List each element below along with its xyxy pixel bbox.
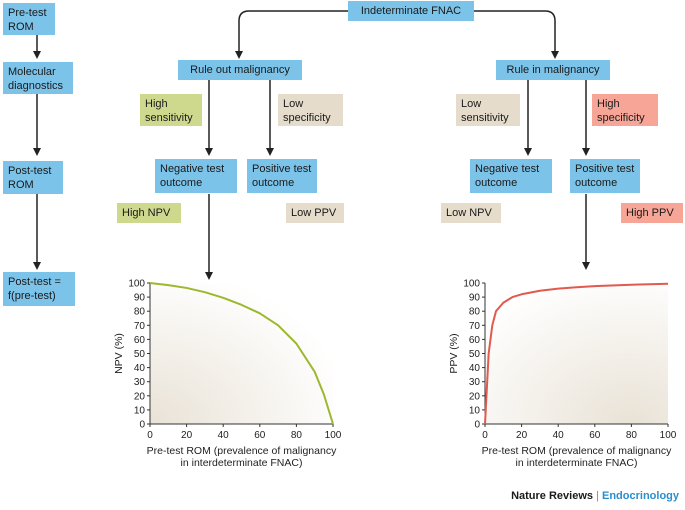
x-tick-label: 20 bbox=[181, 430, 193, 441]
high-npv-tag: High NPV bbox=[117, 203, 181, 223]
y-tick-label: 0 bbox=[474, 420, 480, 431]
y-tick-label: 100 bbox=[128, 279, 145, 290]
y-tick-label: 50 bbox=[469, 349, 481, 360]
x-tick-label: 40 bbox=[553, 430, 565, 441]
x-axis-label: Pre-test ROM (prevalence of malignancy in… bbox=[147, 445, 337, 469]
y-tick-label: 20 bbox=[134, 391, 146, 402]
brand-separator: | bbox=[596, 490, 599, 502]
y-tick-label: 100 bbox=[463, 279, 480, 290]
series-line bbox=[149, 282, 334, 425]
formula-box: Post-test = f(pre-test) bbox=[3, 272, 75, 306]
x-tick-label: 0 bbox=[482, 430, 488, 441]
posttest-rom-box: Post-test ROM bbox=[3, 161, 63, 194]
plot-area bbox=[485, 283, 668, 424]
indeterminate-fnac-box: Indeterminate FNAC bbox=[348, 1, 474, 21]
negative-outcome-box: Negative test outcome bbox=[155, 159, 237, 193]
y-tick-label: 10 bbox=[469, 405, 481, 416]
journal-name: Endocrinology bbox=[602, 490, 679, 502]
y-tick-label: 90 bbox=[134, 293, 146, 304]
y-tick-label: 0 bbox=[139, 420, 145, 431]
x-tick-label: 0 bbox=[147, 430, 153, 441]
y-tick-label: 40 bbox=[469, 363, 481, 374]
publisher-name: Nature Reviews bbox=[511, 490, 594, 502]
brand-line: Nature Reviews | Endocrinology bbox=[511, 490, 679, 502]
y-axis-label: NPV (%) bbox=[113, 333, 125, 374]
molecular-diagnostics-box: Molecular diagnostics bbox=[3, 62, 73, 94]
low-ppv-tag: Low PPV bbox=[286, 203, 344, 223]
high-ppv-tag: High PPV bbox=[621, 203, 683, 223]
y-tick-label: 80 bbox=[469, 307, 481, 318]
low-specificity-tag: Low specificity bbox=[278, 94, 343, 126]
rule-out-box: Rule out malignancy bbox=[178, 60, 302, 80]
y-tick-label: 70 bbox=[469, 321, 481, 332]
x-axis-label: Pre-test ROM (prevalence of malignancy in… bbox=[482, 445, 672, 469]
ppv-chart: 0 10 20 30 40 50 60 70 80 90 100 0 20 40 60 80 100 PPV (%… bbox=[448, 279, 677, 470]
low-npv-tag: Low NPV bbox=[441, 203, 501, 223]
pretest-rom-box: Pre-test ROM bbox=[3, 3, 55, 35]
high-sensitivity-tag: High sensitivity bbox=[140, 94, 202, 126]
positive-outcome-box: Positive test outcome bbox=[247, 159, 317, 193]
y-tick-label: 50 bbox=[134, 349, 146, 360]
npv-chart: 0 10 20 30 40 50 60 70 80 90 100 0 20 40 60 80 100 NPV (%… bbox=[113, 279, 342, 470]
x-tick-label: 80 bbox=[291, 430, 303, 441]
x-tick-label: 80 bbox=[626, 430, 638, 441]
y-tick-label: 30 bbox=[469, 377, 481, 388]
y-axis-label: PPV (%) bbox=[448, 333, 460, 373]
x-tick-label: 20 bbox=[516, 430, 528, 441]
y-tick-label: 60 bbox=[469, 335, 481, 346]
x-tick-label: 60 bbox=[589, 430, 601, 441]
y-tick-label: 10 bbox=[134, 405, 146, 416]
x-tick-label: 60 bbox=[254, 430, 266, 441]
y-tick-label: 60 bbox=[134, 335, 146, 346]
y-tick-label: 40 bbox=[134, 363, 146, 374]
x-tick-label: 40 bbox=[218, 430, 230, 441]
low-sensitivity-tag: Low sensitivity bbox=[456, 94, 520, 126]
y-tick-label: 80 bbox=[134, 307, 146, 318]
x-tick-label: 100 bbox=[325, 430, 342, 441]
series-line bbox=[484, 282, 669, 425]
y-tick-label: 20 bbox=[469, 391, 481, 402]
negative-outcome-box-right: Negative test outcome bbox=[470, 159, 552, 193]
x-tick-label: 100 bbox=[660, 430, 677, 441]
y-tick-label: 70 bbox=[134, 321, 146, 332]
rule-in-box: Rule in malignancy bbox=[496, 60, 610, 80]
high-specificity-tag: High specificity bbox=[592, 94, 658, 126]
y-tick-label: 30 bbox=[134, 377, 146, 388]
positive-outcome-box-right: Positive test outcome bbox=[570, 159, 640, 193]
y-tick-label: 90 bbox=[469, 293, 481, 304]
